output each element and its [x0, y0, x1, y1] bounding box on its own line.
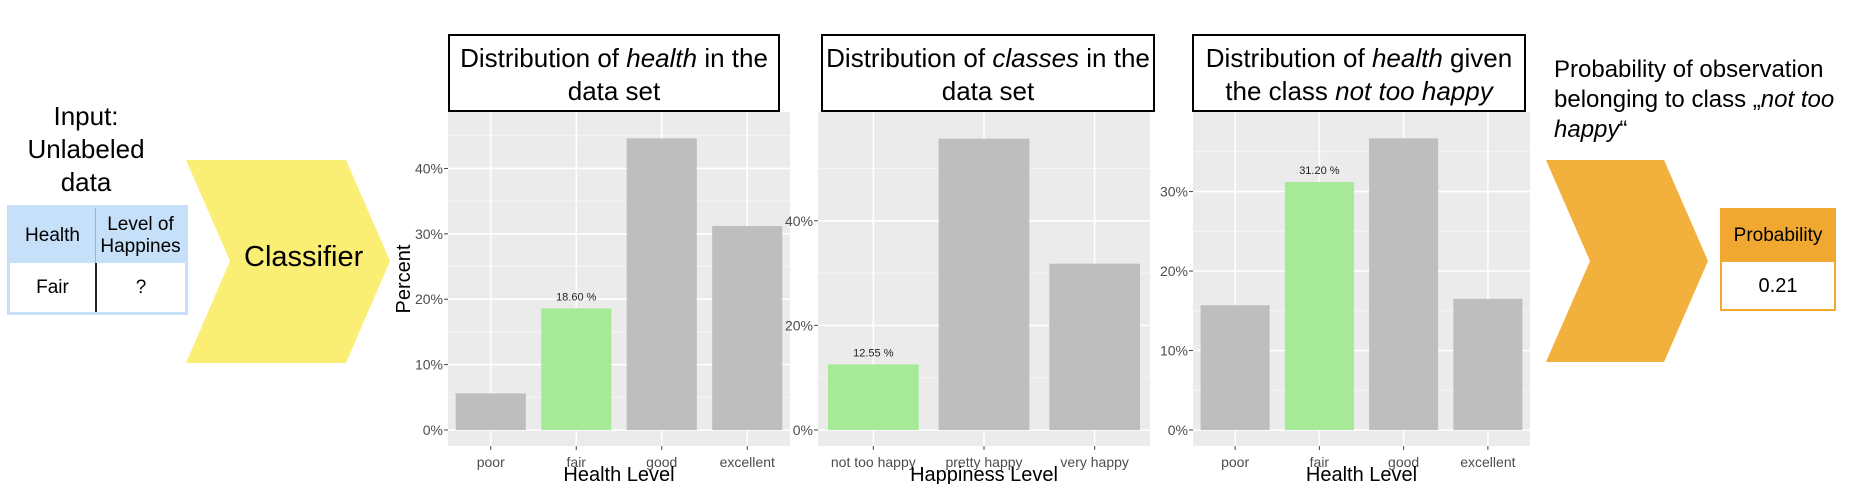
chart-title-text: Distribution of — [460, 43, 627, 73]
bar-poor — [455, 393, 526, 430]
bar-excellent — [1453, 298, 1523, 430]
input-header-happiness: Level of Happines — [96, 208, 185, 263]
y-tick-label: 40% — [415, 160, 443, 176]
chart-title-text: given the class — [1225, 43, 1513, 106]
y-tick-label: 40% — [785, 213, 813, 229]
bar-good — [626, 138, 697, 430]
data-label: 12.55 % — [853, 347, 894, 359]
classifier-label: Classifier — [244, 241, 364, 273]
x-axis-label: Health Level — [563, 464, 674, 484]
y-tick-label: 30% — [415, 226, 443, 242]
chart-title-health: Distribution of health in the data set — [448, 34, 780, 112]
input-title-line: data — [60, 167, 112, 197]
output-chevron-arrow — [1546, 160, 1708, 362]
y-tick-label: 10% — [1160, 343, 1188, 359]
input-title-line: Unlabeled — [27, 134, 145, 164]
chart-title-text: in the data set — [567, 43, 768, 106]
x-tick-label: fair — [567, 454, 587, 470]
x-tick-label: pretty happy — [945, 454, 1022, 470]
y-tick-label: 20% — [785, 317, 813, 333]
chart-title-italic: health — [626, 43, 698, 73]
x-tick-label: excellent — [720, 454, 775, 470]
x-tick-label: fair — [1310, 454, 1330, 470]
input-title-line: Input: — [53, 101, 119, 131]
probability-title-class: not too happy — [1554, 86, 1835, 143]
x-axis-label: Happiness Level — [910, 464, 1058, 484]
probability-title-text: Probability of observation belonging to … — [1554, 56, 1824, 113]
chart-title-italic: classes — [992, 43, 1080, 73]
probability-box: Probability 0.21 — [1720, 208, 1836, 311]
input-title: Input: Unlabeled data — [0, 100, 172, 199]
x-tick-label: very happy — [1060, 454, 1128, 470]
x-tick-label: good — [1388, 454, 1419, 470]
x-tick-label: poor — [477, 454, 505, 470]
bar-not-too-happy — [827, 364, 919, 430]
bar-very-happy — [1049, 263, 1141, 430]
input-table: Health Level of Happines Fair ? — [7, 205, 188, 315]
bar-poor — [1200, 305, 1270, 430]
x-tick-label: good — [646, 454, 677, 470]
chart-title-conditional: Distribution of health given the class n… — [1192, 34, 1526, 112]
bar-pretty-happy — [938, 138, 1030, 430]
x-axis-label: Health Level — [1306, 464, 1417, 484]
y-tick-label: 30% — [1160, 184, 1188, 200]
chart-title-text: Distribution of — [1205, 43, 1372, 73]
chart-conditional-distribution: 0% 10% 20% 30% poor fair 31.20 % good excellent H… — [1160, 112, 1530, 484]
y-axis-label: Percent — [393, 244, 415, 313]
y-tick-label: 20% — [415, 291, 443, 307]
y-tick-label: 10% — [415, 357, 443, 373]
chart-title-italic: not too happy — [1335, 76, 1493, 106]
input-cell-health: Fair — [10, 263, 97, 312]
input-header-health: Health — [10, 208, 96, 263]
bar-fair — [1284, 182, 1354, 430]
chart-class-distribution: 0% 20% 40% not too happy 12.55 % pretty happy… — [785, 112, 1150, 484]
probability-title-suffix: “ — [1619, 116, 1628, 143]
y-tick-label: 0% — [793, 422, 813, 438]
probability-value: 0.21 — [1758, 275, 1798, 297]
y-tick-label: 0% — [423, 422, 443, 438]
y-tick-label: 20% — [1160, 263, 1188, 279]
chart-title-classes: Distribution of classes in the data set — [821, 34, 1155, 112]
chart-title-text: in the data set — [941, 43, 1150, 106]
x-tick-label: not too happy — [831, 454, 916, 470]
bar-fair — [541, 308, 612, 430]
chart-title-text: Distribution of — [826, 43, 993, 73]
x-tick-label: poor — [1221, 454, 1249, 470]
chart-title-italic: health — [1371, 43, 1443, 73]
probability-header: Probability — [1722, 210, 1834, 262]
bar-excellent — [712, 226, 783, 430]
y-tick-label: 0% — [1168, 422, 1188, 438]
probability-title: Probability of observation belonging to … — [1554, 55, 1866, 145]
x-tick-label: excellent — [1460, 454, 1515, 470]
input-cell-happiness: ? — [135, 276, 147, 298]
data-label: 18.60 % — [556, 291, 597, 303]
classifier-chevron-arrow — [186, 160, 390, 363]
chart-health-distribution: 0% 10% 20% 30% 40% poor fair 18.60 % good excelle… — [393, 112, 790, 484]
data-label: 31.20 % — [1299, 165, 1340, 177]
bar-good — [1369, 138, 1439, 430]
